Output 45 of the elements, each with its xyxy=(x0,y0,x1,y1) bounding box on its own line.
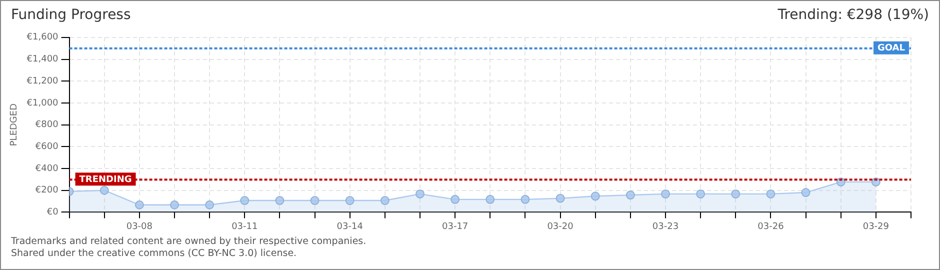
y-tick-label: €600 xyxy=(35,142,59,152)
point xyxy=(450,194,460,204)
ref-line-label: TRENDING xyxy=(79,174,132,185)
x-tick-label: 03-11 xyxy=(232,222,258,232)
y-tick-label: €200 xyxy=(35,186,59,196)
point xyxy=(170,200,180,210)
y-tick-label: €800 xyxy=(35,120,59,130)
point xyxy=(380,196,390,206)
chart-subtitle: Trending: €298 (19%) xyxy=(778,7,929,25)
point xyxy=(590,192,600,201)
x-tick-label: 03-14 xyxy=(336,222,364,232)
point xyxy=(626,190,635,200)
point xyxy=(661,189,670,198)
point xyxy=(240,196,250,206)
chart-title: Funding Progress xyxy=(11,7,131,25)
y-tick-label: €0 xyxy=(46,208,59,218)
x-tick-label: 03-20 xyxy=(547,222,574,232)
point xyxy=(310,196,320,206)
y-tick-label: €1,400 xyxy=(26,54,59,65)
x-tick-label: 03-23 xyxy=(652,222,679,232)
point xyxy=(345,196,354,206)
y-tick-label: €400 xyxy=(35,164,59,174)
y-tick-label: €1,200 xyxy=(26,76,59,86)
point xyxy=(766,189,776,198)
point xyxy=(731,189,740,198)
text: Shared under the creative commons (CC BY-NC 3.0) license. xyxy=(11,248,298,260)
point xyxy=(134,200,144,210)
point xyxy=(486,194,495,204)
text: Trademarks and related content are owned by their respective companies. xyxy=(11,236,368,248)
x-tick-label: 03-17 xyxy=(442,222,468,232)
point xyxy=(696,189,706,198)
point xyxy=(416,189,425,198)
point xyxy=(801,188,810,198)
ref-line-label: GOAL xyxy=(878,44,906,54)
point xyxy=(520,194,530,204)
x-tick-label: 03-29 xyxy=(862,222,890,232)
point xyxy=(275,196,284,206)
y-axis-title: PLEDGED xyxy=(10,103,20,146)
x-tick-label: 03-26 xyxy=(758,222,784,232)
y-tick-label: €1,000 xyxy=(26,98,59,108)
y-tick-label: €1,600 xyxy=(26,32,59,43)
x-tick-label: 03-08 xyxy=(126,222,153,232)
point xyxy=(205,200,214,210)
point xyxy=(100,186,109,195)
point xyxy=(556,194,565,203)
